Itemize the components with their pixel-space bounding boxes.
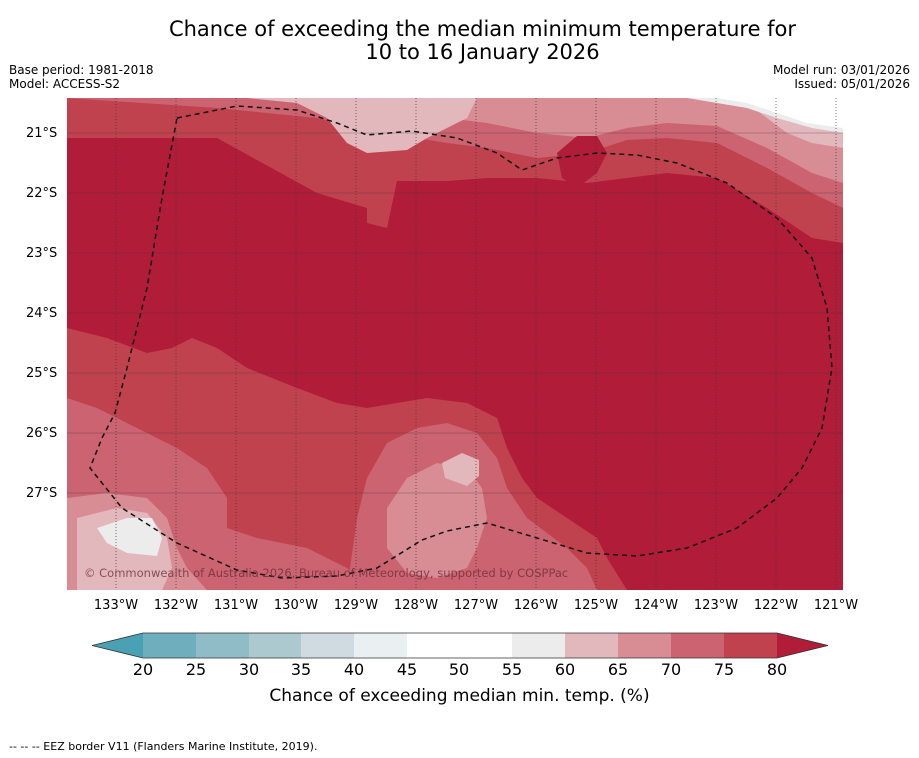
map-title: Chance of exceeding the median minimum t… [0,18,919,64]
colorbar-tick-45: 45 [396,660,418,679]
colorbar-tick-80: 80 [766,660,788,679]
colorbar-tick-25: 25 [185,660,207,679]
lat-label-26s: 26°S [26,426,58,441]
eez-border [89,105,833,579]
lon-label-121w: 121°W [813,598,859,613]
contour-70-band [67,98,843,208]
colorbar-tick-65: 65 [607,660,629,679]
colorbar-tick-35: 35 [290,660,312,679]
lat-label-24s: 24°S [26,306,58,321]
base-period: Base period: 1981-2018 [9,63,154,77]
forecast-map [67,98,843,590]
title-line-2: 10 to 16 January 2026 [365,40,600,64]
contour-60-center [442,453,479,486]
colorbar-tick-20: 20 [132,660,154,679]
lon-label-131w: 131°W [213,598,259,613]
model-name: Model: ACCESS-S2 [9,77,121,91]
lat-label-23s: 23°S [26,246,58,261]
colorbar-tick-70: 70 [660,660,682,679]
meta-right: Model run: 03/01/2026 Issued: 05/01/2026 [773,63,910,91]
colorbar-outline [91,632,829,659]
lon-label-129w: 129°W [333,598,379,613]
lon-label-127w: 127°W [453,598,499,613]
colorbar-segment-50-55 [459,633,512,658]
lat-label-22s: 22°S [26,186,58,201]
colorbar-segment-35-40 [301,633,354,658]
colorbar-arrow-high [777,633,828,658]
colorbar-tick-30: 30 [238,660,260,679]
lon-label-124w: 124°W [633,598,679,613]
colorbar-segment-70-75 [671,633,724,658]
colorbar-segment-65-70 [618,633,671,658]
eez-legend: -- -- -- EEZ border V11 (Flanders Marine… [9,740,318,753]
contour-50-ne [717,98,843,128]
colorbar-segment-45-50 [407,633,459,658]
colorbar-segment-20-25 [143,633,196,658]
title-line-1: Chance of exceeding the median minimum t… [168,17,797,41]
colorbar-segment-55-60 [512,633,565,658]
contour-65-north [197,98,843,183]
colorbar-title: Chance of exceeding median min. temp. (%… [269,686,650,706]
copyright-notice: © Commonwealth of Australia 2026, Bureau… [84,566,569,580]
lon-label-133w: 133°W [93,598,139,613]
colorbar [91,632,829,659]
colorbar-arrow-low [92,633,143,658]
colorbar-segment-30-35 [249,633,301,658]
contour-60-nw [247,98,477,153]
colorbar-segment-40-45 [354,633,407,658]
graticule [115,98,837,590]
model-run: Model run: 03/01/2026 [772,63,910,77]
colorbar-tick-40: 40 [343,660,365,679]
colorbar-tick-60: 60 [554,660,576,679]
contour-65-center [387,463,487,578]
colorbar-tick-75: 75 [713,660,735,679]
meta-left: Base period: 1981-2018 Model: ACCESS-S2 [9,63,154,91]
colorbar-segment-25-30 [196,633,249,658]
issued-date: Issued: 05/01/2026 [794,77,910,91]
colorbar-tick-55: 55 [501,660,523,679]
colorbar-segment-60-65 [565,633,618,658]
contour-55-sw [97,518,162,556]
colorbar-tick-50: 50 [448,660,470,679]
contour-80-core [557,136,607,188]
lon-label-122w: 122°W [753,598,799,613]
lon-label-126w: 126°W [513,598,559,613]
lon-label-130w: 130°W [273,598,319,613]
lon-label-128w: 128°W [393,598,439,613]
lon-label-132w: 132°W [153,598,199,613]
lat-label-21s: 21°S [26,126,58,141]
lon-label-125w: 125°W [573,598,619,613]
lon-label-123w: 123°W [693,598,739,613]
colorbar-segment-75-80 [724,633,777,658]
lat-label-27s: 27°S [26,486,58,501]
lat-label-25s: 25°S [26,366,58,381]
graticule-lat [67,132,843,494]
